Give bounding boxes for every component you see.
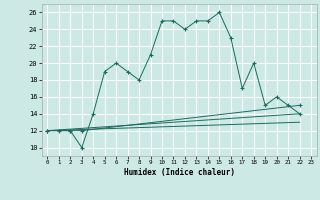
X-axis label: Humidex (Indice chaleur): Humidex (Indice chaleur) [124,168,235,177]
